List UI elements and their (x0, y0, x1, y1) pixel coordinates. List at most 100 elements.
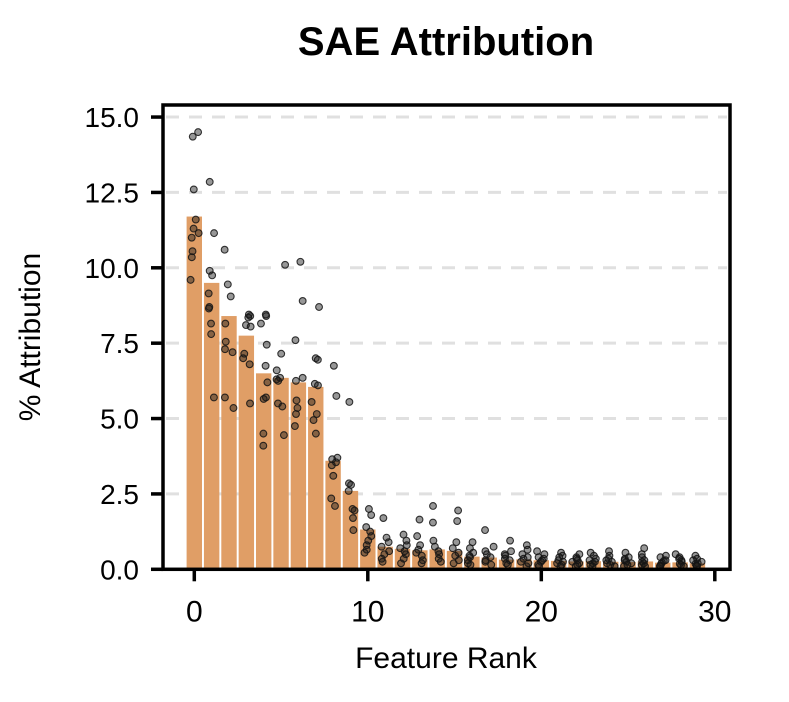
scatter-point (272, 366, 281, 375)
scatter-point (290, 422, 299, 431)
scatter-point (245, 360, 254, 369)
scatter-point (210, 229, 219, 238)
scatter-point (187, 253, 196, 262)
scatter-point (487, 560, 496, 569)
scatter-point (327, 461, 336, 470)
scatter-point (188, 132, 197, 141)
scatter-point (186, 275, 195, 284)
scatter-point (329, 361, 338, 370)
scatter-point (503, 560, 512, 569)
scatter-point (448, 544, 457, 553)
bar-rank-5 (273, 377, 289, 570)
scatter-point (401, 550, 410, 559)
bar-rank-3 (238, 335, 255, 570)
scatter-point (208, 271, 217, 280)
scatter-point (523, 553, 532, 562)
scatter-point (226, 292, 235, 301)
scatter-points-group (186, 128, 706, 571)
bar-rank-0 (186, 216, 202, 570)
scatter-point (350, 506, 359, 515)
bar-rank-2 (221, 316, 237, 570)
scatter-point (416, 541, 425, 550)
scatter-point (209, 393, 218, 402)
scatter-point (364, 536, 373, 545)
scatter-point (311, 429, 320, 438)
scatter-point (263, 378, 272, 387)
y-axis-label: % Attribution (14, 253, 47, 421)
scatter-point (194, 128, 203, 137)
scatter-point (191, 215, 200, 224)
scatter-point (506, 536, 515, 545)
scatter-point (312, 410, 321, 418)
bar-rank-4 (256, 373, 272, 570)
scatter-point (292, 410, 300, 418)
scatter-point (327, 494, 336, 503)
scatter-point (244, 313, 253, 322)
bar-rank-1 (203, 282, 220, 570)
scatter-point (229, 404, 238, 412)
scatter-point (239, 354, 248, 363)
scatter-point (274, 376, 283, 385)
x-tick-label-20: 20 (525, 595, 558, 628)
scatter-point (298, 297, 307, 305)
scatter-point (517, 557, 525, 566)
scatter-point (204, 289, 213, 298)
scatter-point (436, 557, 445, 566)
bar-rank-25 (620, 562, 636, 570)
scatter-point (344, 486, 353, 495)
scatter-point (220, 393, 229, 402)
scatter-point (189, 224, 198, 233)
scatter-point (382, 533, 391, 542)
x-axis-label: Feature Rank (355, 642, 538, 675)
scatter-point (307, 398, 316, 406)
axes-group (151, 103, 732, 582)
scatter-point (523, 545, 532, 554)
y-tick-label-7.5: 7.5 (100, 328, 139, 359)
x-tick-label-0: 0 (186, 595, 203, 628)
scatter-point (428, 518, 437, 527)
scatter-point (291, 336, 300, 345)
scatter-point (221, 319, 230, 328)
y-tick-label-15: 15.0 (85, 102, 140, 133)
scatter-point (261, 361, 270, 370)
scatter-point (507, 547, 515, 556)
scatter-point (453, 517, 462, 526)
bar-rank-8 (325, 460, 341, 570)
scatter-point (379, 514, 388, 522)
bar-rank-18 (498, 559, 515, 570)
y-tick-label-5: 5.0 (100, 404, 139, 435)
scatter-point (314, 381, 322, 390)
scatter-point (466, 560, 475, 569)
scatter-point (298, 373, 307, 382)
y-tick-label-12.5: 12.5 (85, 177, 140, 208)
x-tick-label-10: 10 (351, 595, 384, 628)
scatter-point (315, 303, 323, 311)
scatter-point (281, 260, 290, 269)
scatter-point (449, 559, 458, 568)
scatter-point (262, 340, 271, 349)
y-tick-label-2.5: 2.5 (100, 479, 139, 510)
scatter-point (313, 355, 322, 364)
scatter-point (259, 429, 268, 438)
scatter-point (257, 319, 265, 328)
scatter-point (259, 441, 268, 450)
scatter-point (205, 177, 214, 186)
scatter-point (349, 514, 357, 522)
scatter-point (489, 542, 498, 551)
scatter-point (262, 312, 271, 320)
scatter-point (296, 257, 305, 266)
tick-labels-group: 0.0 2.5 5.0 7.5 10.0 12.5 15.0 0 10 20 30 (85, 102, 732, 628)
scatter-point (360, 548, 369, 557)
scatter-point (220, 245, 229, 254)
scatter-point (187, 233, 196, 242)
scatter-point (194, 229, 203, 238)
scatter-point (329, 471, 338, 480)
x-tick-label-30: 30 (698, 595, 731, 628)
scatter-point (279, 431, 288, 440)
scatter-point (223, 280, 232, 289)
scatter-point (417, 559, 426, 568)
scatter-point (378, 557, 387, 566)
scatter-point (481, 526, 489, 535)
